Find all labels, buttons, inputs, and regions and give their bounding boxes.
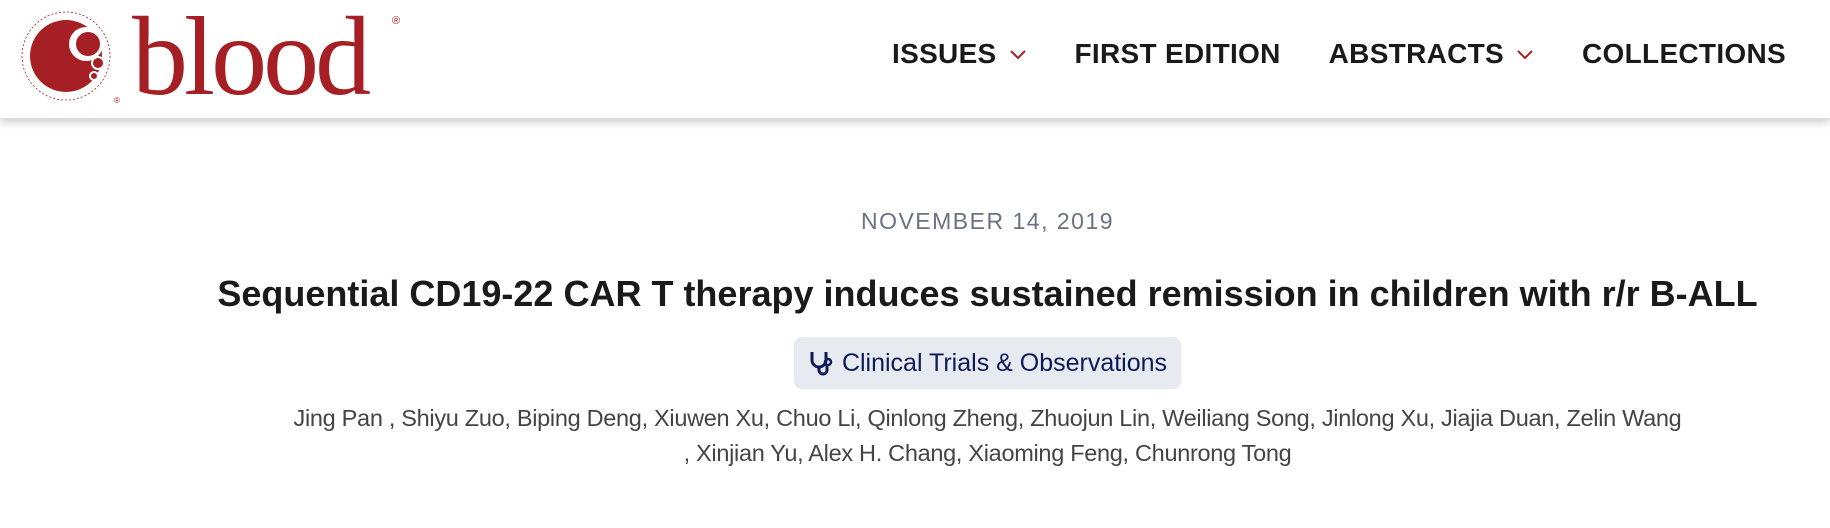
authors-line-1[interactable]: Jing Pan , Shiyu Zuo, Biping Deng, Xiuwe…: [293, 405, 1682, 431]
publication-date: NOVEMBER 14, 2019: [860, 208, 1115, 234]
article-header: NOVEMBER 14, 2019 Sequential CD19-22 CAR…: [160, 118, 1815, 471]
nav-issues[interactable]: ISSUES: [892, 38, 1027, 70]
nav-collections-label: COLLECTIONS: [1582, 38, 1786, 69]
nav-first-edition[interactable]: FIRST EDITION: [1075, 38, 1281, 70]
author-list: Jing Pan , Shiyu Zuo, Biping Deng, Xiuwe…: [160, 401, 1815, 471]
category-label: Clinical Trials & Observations: [841, 348, 1168, 377]
svg-text:®: ®: [392, 15, 400, 27]
nav-abstracts[interactable]: ABSTRACTS: [1329, 38, 1534, 70]
chevron-down-icon: [1517, 50, 1533, 60]
nav-first-edition-label: FIRST EDITION: [1074, 38, 1281, 69]
nav-abstracts-label: ABSTRACTS: [1328, 38, 1505, 69]
chevron-down-icon: [1009, 50, 1026, 60]
svg-text:blood: blood: [132, 6, 370, 110]
nav-issues-label: ISSUES: [892, 38, 997, 69]
main-nav: ISSUES FIRST EDITION ABSTRACTS COLLECTIO…: [892, 38, 1786, 70]
site-header: ® blood ® ISSUES FIRST EDITION ABSTRACTS…: [0, 0, 1830, 119]
category-badge[interactable]: Clinical Trials & Observations: [793, 337, 1182, 389]
authors-line-2[interactable]: , Xinjian Yu, Alex H. Chang, Xiaoming Fe…: [683, 440, 1292, 466]
nav-collections[interactable]: COLLECTIONS: [1582, 38, 1786, 70]
article-title: Sequential CD19-22 CAR T therapy induces…: [217, 273, 1758, 314]
blood-logo[interactable]: ® blood ®: [14, 6, 404, 110]
svg-text:®: ®: [114, 96, 120, 105]
stethoscope-icon: [810, 352, 833, 376]
